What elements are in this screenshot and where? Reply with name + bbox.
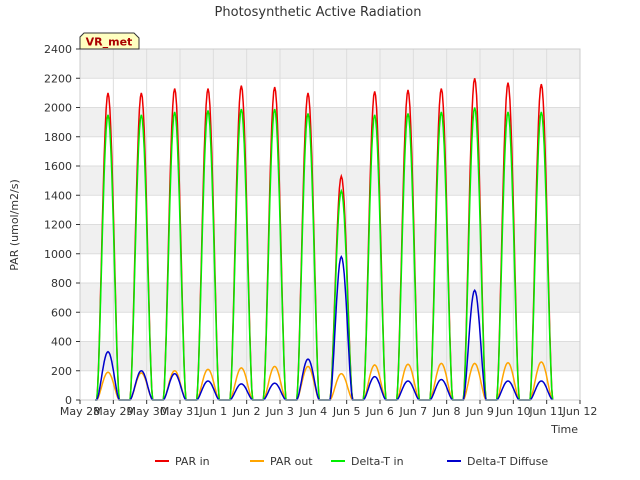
legend-label: PAR out xyxy=(270,455,313,468)
x-tick-label: Jun 10 xyxy=(495,405,531,418)
background-band xyxy=(80,341,580,371)
y-tick-label: 1800 xyxy=(44,131,72,144)
background-band xyxy=(80,224,580,254)
legend: PAR in PAR out Delta-T in Delta-T Diffuse xyxy=(155,455,548,468)
x-tick-label: Jun 12 xyxy=(562,405,598,418)
y-tick-label: 2400 xyxy=(44,43,72,56)
x-tick-label: Jun 8 xyxy=(432,405,461,418)
x-tick-label: Jun 9 xyxy=(465,405,494,418)
y-tick-label: 800 xyxy=(51,277,72,290)
y-tick-label: 2000 xyxy=(44,102,72,115)
y-tick-label: 1000 xyxy=(44,248,72,261)
legend-label: PAR in xyxy=(175,455,210,468)
y-tick-label: 0 xyxy=(65,394,72,407)
x-tick-label: Jun 11 xyxy=(528,405,564,418)
legend-label: Delta-T Diffuse xyxy=(467,455,548,468)
y-axis: 0 200 400 600 800 1000 1200 1400 1600 1800 2000 220… xyxy=(44,43,80,407)
x-tick-label: Jun 2 xyxy=(232,405,261,418)
station-label: VR_met xyxy=(86,36,133,49)
y-tick-label: 2200 xyxy=(44,72,72,85)
x-tick-label: May 28 xyxy=(60,405,100,418)
y-axis-label: PAR (umol/m2/s) xyxy=(8,179,21,271)
y-tick-label: 400 xyxy=(51,336,72,349)
x-tick-label: May 31 xyxy=(160,405,200,418)
background-band xyxy=(80,283,580,313)
x-tick-label: Jun 3 xyxy=(265,405,294,418)
y-tick-label: 1400 xyxy=(44,189,72,202)
x-tick-label: Jun 6 xyxy=(365,405,394,418)
x-tick-label: Jun 7 xyxy=(398,405,427,418)
y-tick-label: 1200 xyxy=(44,219,72,232)
x-tick-label: Jun 5 xyxy=(332,405,361,418)
y-tick-label: 1600 xyxy=(44,160,72,173)
x-axis-label: Time xyxy=(550,423,578,436)
x-tick-label: Jun 1 xyxy=(198,405,227,418)
y-tick-label: 600 xyxy=(51,306,72,319)
x-tick-label: May 29 xyxy=(93,405,133,418)
background-band xyxy=(80,49,580,79)
background-band xyxy=(80,166,580,196)
x-tick-label: Jun 4 xyxy=(298,405,327,418)
background-band xyxy=(80,107,580,137)
chart-title: Photosynthetic Active Radiation xyxy=(215,5,422,20)
station-label-box: VR_met xyxy=(79,32,140,50)
legend-label: Delta-T in xyxy=(351,455,404,468)
x-tick-label: May 30 xyxy=(127,405,167,418)
y-tick-label: 200 xyxy=(51,365,72,378)
